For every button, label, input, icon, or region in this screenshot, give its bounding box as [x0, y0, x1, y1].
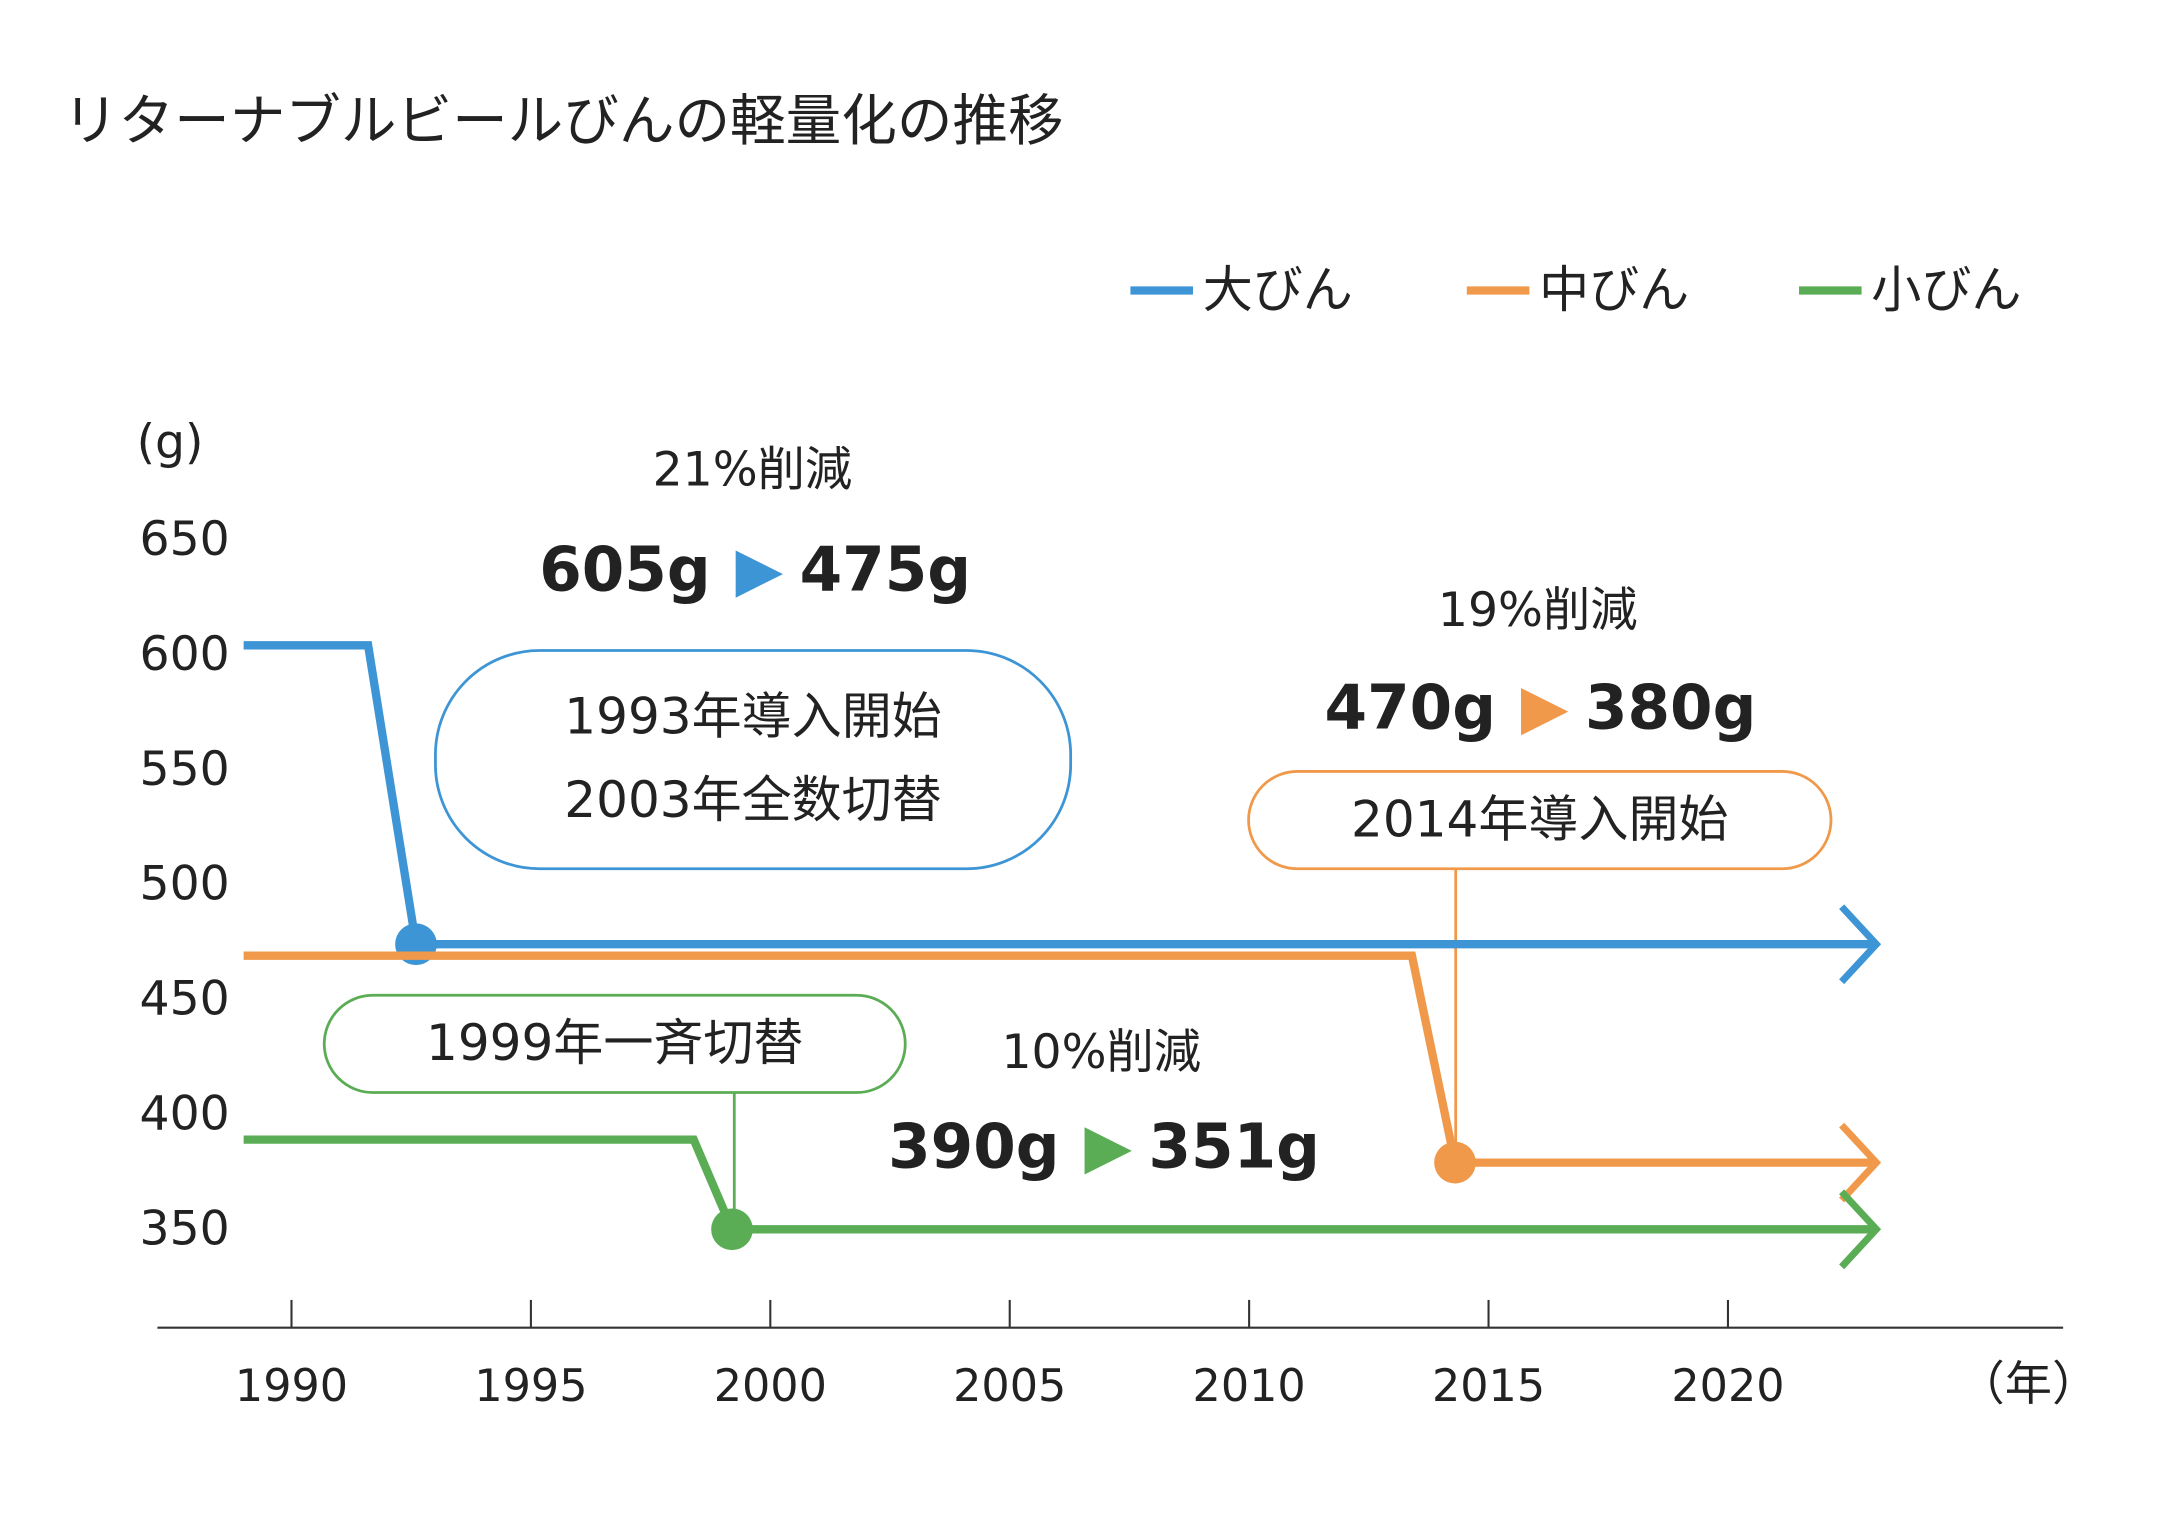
change-arrow — [735, 550, 783, 598]
series-line — [243, 1135, 1877, 1234]
callout-box — [322, 993, 907, 1094]
series-line — [243, 641, 1877, 949]
arrowhead — [1839, 1122, 1882, 1203]
reduction-label: 21%削減 — [653, 443, 853, 498]
change-point — [711, 1208, 753, 1251]
y-tick-label: 600 — [140, 627, 230, 682]
legend-label: 大びん — [1203, 261, 1353, 319]
x-tick-label: 1990 — [235, 1361, 348, 1412]
x-tick-label: 2020 — [1671, 1361, 1784, 1412]
x-tick-label: 2010 — [1193, 1361, 1306, 1412]
arrowhead — [1839, 904, 1882, 985]
chart-title: リターナブルビールびんの軽量化の推移 — [63, 89, 1064, 154]
y-tick-label: 550 — [140, 742, 230, 797]
callout-note: 1993年導入開始 — [564, 688, 941, 746]
legend-label: 中びん — [1539, 261, 1689, 319]
y-tick-label: 500 — [140, 857, 230, 912]
change-arrow — [1521, 688, 1569, 736]
before-label: 605g — [539, 535, 710, 606]
change-point — [1434, 1141, 1476, 1184]
callout-box — [434, 649, 1073, 871]
x-tick-label: 2000 — [714, 1361, 827, 1412]
y-tick-label: 350 — [140, 1202, 230, 1257]
callout-note: 1999年一斉切替 — [426, 1014, 803, 1072]
after-label: 475g — [800, 535, 971, 606]
reduction-label: 19%削減 — [1438, 583, 1638, 638]
y-unit: (g) — [137, 415, 204, 470]
legend-label: 小びん — [1871, 261, 2021, 319]
x-tick-label: 2005 — [953, 1361, 1066, 1412]
before-label: 470g — [1325, 672, 1496, 743]
before-label: 390g — [888, 1112, 1059, 1183]
x-tick-label: 2015 — [1432, 1361, 1545, 1412]
after-label: 380g — [1585, 672, 1756, 743]
change-arrow — [1084, 1127, 1132, 1175]
arrowhead — [1839, 1189, 1882, 1270]
callout-box — [1247, 770, 1833, 871]
series-line — [243, 951, 1877, 1167]
reduction-label: 10%削減 — [1001, 1025, 1201, 1080]
y-tick-label: 400 — [140, 1087, 230, 1142]
y-tick-label: 650 — [140, 512, 230, 567]
x-unit: （年） — [1957, 1357, 2099, 1412]
y-tick-label: 450 — [140, 972, 230, 1027]
x-tick-label: 1995 — [474, 1361, 587, 1412]
callout-note: 2003年全数切替 — [564, 771, 941, 829]
after-label: 351g — [1149, 1112, 1320, 1183]
callout-note: 2014年導入開始 — [1351, 790, 1728, 848]
